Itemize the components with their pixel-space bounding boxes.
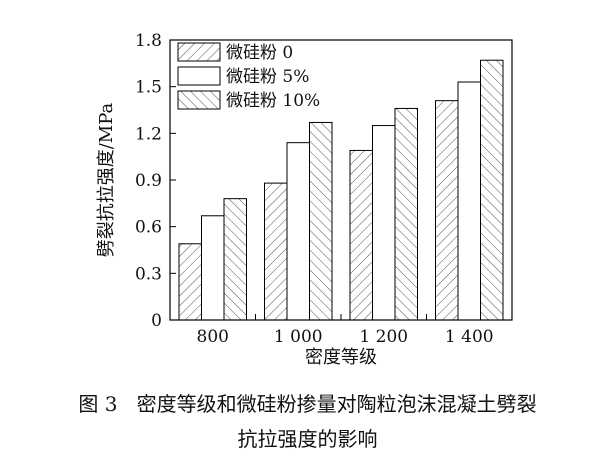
bar-800-series-3 — [223, 198, 247, 321]
legend-label: 微硅粉 0 — [226, 43, 293, 63]
legend-swatch — [177, 66, 221, 86]
bar-1200-series-3 — [394, 107, 418, 321]
y-tick-label: 0.9 — [135, 171, 162, 191]
bar-1000-series-2 — [286, 142, 310, 321]
bar-1200-series-1 — [349, 149, 373, 321]
figure-title-line2: 抗拉强度的影响 — [237, 427, 378, 451]
x-tick-label: 1 200 — [359, 327, 408, 347]
bar-1400-series-3 — [480, 59, 504, 321]
bar-1400-series-1 — [435, 100, 459, 321]
bar-800-series-2 — [201, 215, 225, 321]
legend-swatch — [177, 90, 221, 110]
x-tick-label: 1 400 — [445, 327, 494, 347]
bar-800-series-1 — [178, 243, 202, 321]
figure-title-line1: 密度等级和微硅粉掺量对陶粒泡沫混凝土劈裂 — [136, 392, 537, 416]
bar-1000-series-1 — [264, 182, 288, 321]
y-tick-label: 1.5 — [135, 78, 162, 98]
y-tick-label: 0 — [151, 311, 162, 331]
y-tick-label: 1.8 — [135, 31, 162, 51]
legend-swatch — [177, 42, 221, 62]
bar-chart: 0 0.3 0.6 0.9 1.2 1.5 1.8 800 1 000 1 200 1 400 微… — [96, 31, 513, 368]
y-axis-label: 劈裂抗拉强度/MPa — [96, 102, 117, 257]
bar-1400-series-2 — [457, 81, 481, 321]
y-tick-label: 0.3 — [135, 264, 162, 284]
x-tick-label: 1 000 — [274, 327, 323, 347]
figure-caption-line1: 图 3 密度等级和微硅粉掺量对陶粒泡沫混凝土劈裂 — [0, 388, 615, 417]
y-tick-label: 1.2 — [135, 124, 162, 144]
figure-label: 图 3 — [78, 392, 118, 416]
x-tick-label: 800 — [197, 327, 229, 347]
x-axis-label: 密度等级 — [305, 347, 377, 368]
legend-label: 微硅粉 5% — [226, 67, 309, 87]
figure-caption-line2: 抗拉强度的影响 — [0, 423, 615, 452]
bar-1200-series-2 — [372, 125, 396, 321]
y-tick-label: 0.6 — [135, 218, 162, 238]
bar-1000-series-3 — [309, 121, 333, 321]
legend-label: 微硅粉 10% — [226, 91, 320, 111]
